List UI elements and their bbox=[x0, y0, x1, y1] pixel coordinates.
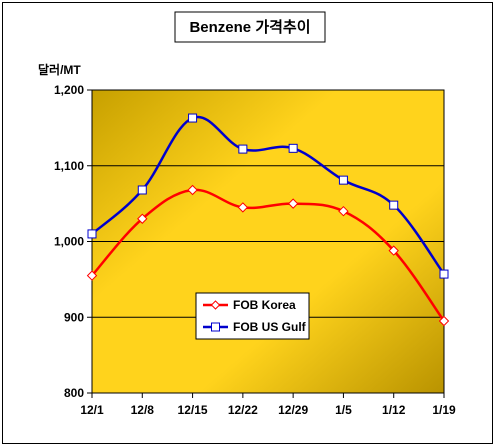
legend-label-fob-us-gulf: FOB US Gulf bbox=[233, 320, 307, 334]
data-point-fob-us-gulf bbox=[389, 200, 399, 210]
axes: 800 900 1,000 1,100 1,200 12/1 12/8 12/15 12/22 1… bbox=[54, 83, 456, 417]
x-tick-label: 12/22 bbox=[228, 403, 258, 417]
legend-marker-fob-us-gulf bbox=[211, 322, 220, 332]
y-tick-label: 1,100 bbox=[54, 159, 84, 173]
data-point-fob-us-gulf bbox=[137, 185, 147, 195]
x-tick-label: 12/8 bbox=[131, 403, 155, 417]
data-point-fob-us-gulf bbox=[188, 113, 198, 123]
chart-title-box bbox=[174, 11, 326, 43]
data-point-fob-korea bbox=[86, 270, 98, 281]
legend-label-fob-korea: FOB Korea bbox=[233, 298, 296, 312]
y-tick-label: 900 bbox=[64, 310, 84, 324]
data-point-fob-korea bbox=[438, 315, 450, 327]
x-tick-label: 12/1 bbox=[80, 403, 104, 417]
data-point-fob-korea bbox=[287, 198, 299, 209]
y-tick-label: 1,200 bbox=[54, 83, 84, 97]
y-tick-label: 1,000 bbox=[54, 235, 84, 249]
data-point-fob-us-gulf bbox=[87, 229, 97, 239]
data-point-fob-korea bbox=[338, 205, 349, 217]
x-tick-label: 12/15 bbox=[178, 403, 208, 417]
data-point-fob-korea bbox=[388, 245, 399, 256]
x-tick-label: 1/12 bbox=[382, 403, 406, 417]
x-tick-label: 12/29 bbox=[278, 403, 308, 417]
x-tick-label: 1/5 bbox=[335, 403, 352, 417]
data-point-fob-us-gulf bbox=[238, 144, 248, 154]
series-layer bbox=[86, 113, 450, 327]
x-tick-label: 1/19 bbox=[432, 403, 456, 417]
y-tick-label: 800 bbox=[64, 386, 84, 400]
data-point-fob-us-gulf bbox=[338, 175, 348, 185]
data-point-fob-us-gulf bbox=[439, 269, 449, 279]
data-point-fob-korea bbox=[187, 184, 198, 196]
data-point-fob-korea bbox=[137, 213, 148, 224]
legend: FOB Korea FOB US Gulf bbox=[195, 292, 310, 340]
data-point-fob-us-gulf bbox=[288, 143, 298, 153]
data-point-fob-korea bbox=[237, 202, 249, 213]
legend-marker-fob-korea bbox=[210, 300, 221, 310]
y-axis-unit-label: 달러/MT bbox=[38, 62, 81, 77]
chart-title: Benzene 가격추이 bbox=[189, 18, 310, 36]
